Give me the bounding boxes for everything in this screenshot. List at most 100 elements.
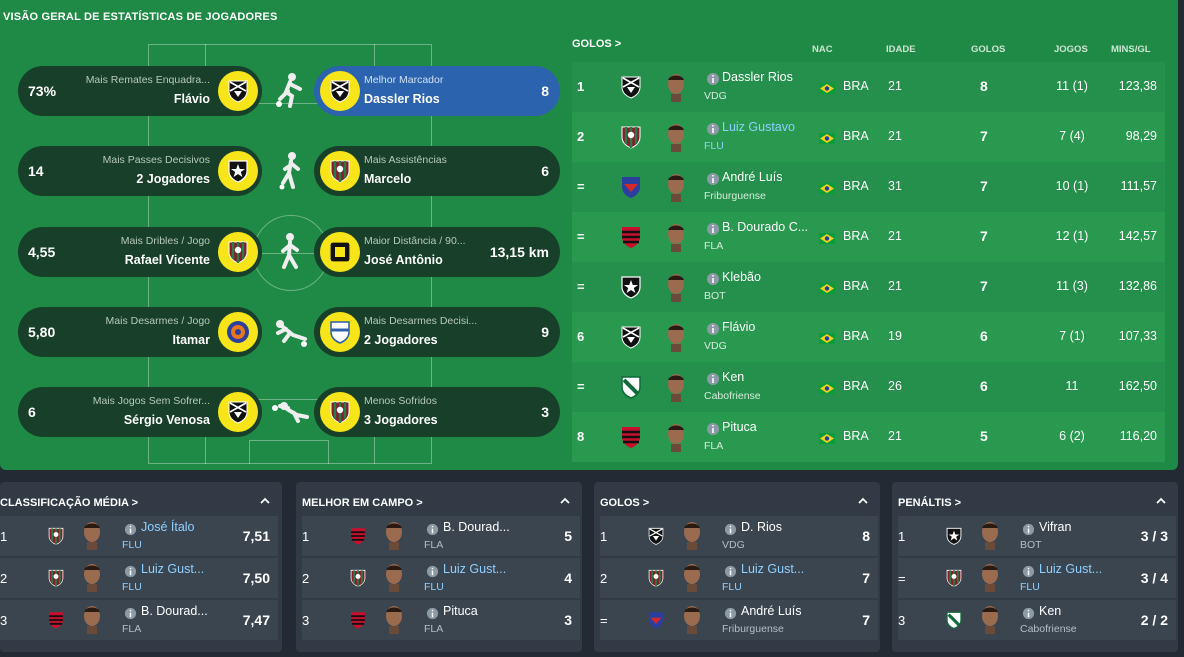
friburguense-crest[interactable] (618, 174, 644, 200)
player-club[interactable]: VDG (704, 340, 727, 352)
player-club[interactable]: FLU (722, 581, 742, 593)
col-header-golos[interactable]: GOLOS (971, 44, 1006, 55)
info-icon[interactable] (426, 607, 439, 620)
stat-player-name[interactable]: Itamar (172, 333, 210, 347)
info-icon[interactable] (124, 523, 137, 536)
player-name[interactable]: André Luís (722, 170, 783, 184)
nova-iguacu-crest[interactable] (320, 312, 360, 352)
player-name[interactable]: Flávio (722, 320, 756, 334)
table-row[interactable]: 1 Dassler Rios VDG BRA 21 8 11 (1) 123,38 (572, 62, 1165, 112)
fluminense-crest[interactable] (320, 151, 360, 191)
cabofriense-crest[interactable] (944, 610, 964, 630)
player-club[interactable]: BOT (704, 290, 726, 302)
fluminense-crest[interactable] (646, 568, 666, 588)
vasco-crest[interactable] (320, 71, 360, 111)
player-name[interactable]: D. Rios (741, 520, 782, 534)
player-club[interactable]: FLU (424, 581, 444, 593)
player-name[interactable]: Ken (1039, 604, 1062, 618)
player-name[interactable]: B. Dourad... (141, 604, 208, 618)
info-icon[interactable] (724, 565, 737, 578)
player-club[interactable]: Friburguense (704, 190, 766, 202)
player-name[interactable]: José Ítalo (141, 520, 195, 534)
vasco-crest[interactable] (218, 71, 258, 111)
table-row[interactable]: = André Luís Friburguense BRA 31 7 10 (1) 111,5… (572, 162, 1165, 212)
list-item[interactable]: 1 B. Dourad... FLA 5 (302, 516, 580, 556)
flamengo-crest[interactable] (348, 526, 368, 546)
friburguense-crest[interactable] (646, 610, 666, 630)
stat-player-name[interactable]: Sérgio Venosa (123, 413, 210, 427)
player-club[interactable]: Cabofriense (1020, 623, 1077, 635)
player-name[interactable]: Dassler Rios (722, 70, 793, 84)
chevron-up-icon[interactable] (258, 494, 272, 508)
list-item[interactable]: = Luiz Gust... FLU 3 / 4 (898, 558, 1176, 598)
table-row[interactable]: = B. Dourado C... FLA BRA 21 7 12 (1) 142,57 (572, 212, 1165, 262)
player-name[interactable]: Pituca (722, 420, 757, 434)
player-club[interactable]: FLA (424, 539, 444, 551)
chevron-up-icon[interactable] (558, 494, 572, 508)
list-item[interactable]: 3 Ken Cabofriense 2 / 2 (898, 600, 1176, 640)
vasco-crest[interactable] (618, 324, 644, 350)
vasco-crest[interactable] (218, 392, 258, 432)
player-club[interactable]: BOT (1020, 539, 1042, 551)
list-item[interactable]: 3 B. Dourad... FLA 7,47 (0, 600, 278, 640)
info-icon[interactable] (1022, 523, 1035, 536)
info-icon[interactable] (706, 272, 720, 286)
table-row[interactable]: = Ken Cabofriense BRA 26 6 11 162,50 (572, 362, 1165, 412)
player-name[interactable]: André Luís (741, 604, 802, 618)
table-row[interactable]: 8 Pituca FLA BRA 21 5 6 (2) 116,20 (572, 412, 1165, 462)
stat-pill-left[interactable]: 5,80 Mais Desarmes / Jogo Itamar (18, 307, 262, 357)
info-icon[interactable] (1022, 565, 1035, 578)
player-name[interactable]: Luiz Gust... (141, 562, 205, 576)
list-item[interactable]: 2 Luiz Gust... FLU 7 (600, 558, 878, 598)
fluminense-crest[interactable] (46, 526, 66, 546)
list-item[interactable]: 1 D. Rios VDG 8 (600, 516, 878, 556)
stat-pill-right[interactable]: 6 Mais Assistências Marcelo (314, 146, 560, 196)
stat-player-name[interactable]: Rafael Vicente (124, 253, 210, 267)
golos-table-title[interactable]: GOLOS > (572, 38, 622, 50)
botafogo-crest[interactable] (944, 526, 964, 546)
player-club[interactable]: FLA (122, 623, 142, 635)
info-icon[interactable] (706, 222, 720, 236)
cabofriense-crest[interactable] (618, 374, 644, 400)
player-name[interactable]: B. Dourado C... (722, 220, 809, 234)
player-name[interactable]: Vifran (1039, 520, 1072, 534)
madureira-crest[interactable] (218, 312, 258, 352)
stat-pill-right[interactable]: 3 Menos Sofridos 3 Jogadores (314, 387, 560, 437)
stat-pill-left[interactable]: 6 Mais Jogos Sem Sofrer... Sérgio Venosa (18, 387, 262, 437)
stat-pill-right[interactable]: 13,15 km Maior Distância / 90... José Antô… (314, 227, 560, 277)
card-title[interactable]: GOLOS > (600, 497, 650, 509)
player-name[interactable]: B. Dourad... (443, 520, 510, 534)
player-club[interactable]: FLA (704, 440, 724, 452)
player-name[interactable]: Luiz Gust... (443, 562, 507, 576)
botafogo-crest[interactable] (218, 151, 258, 191)
flamengo-crest[interactable] (618, 224, 644, 250)
card-title[interactable]: MELHOR EM CAMPO > (302, 497, 423, 509)
player-name[interactable]: Luiz Gust... (741, 562, 805, 576)
info-icon[interactable] (706, 72, 720, 86)
card-title[interactable]: PENÁLTIS > (898, 497, 962, 509)
info-icon[interactable] (724, 607, 737, 620)
stat-player-name[interactable]: Flávio (173, 92, 210, 106)
fluminense-crest[interactable] (618, 124, 644, 150)
player-club[interactable]: VDG (704, 90, 727, 102)
col-header-mins[interactable]: MINS/GL (1111, 44, 1151, 55)
player-club[interactable]: Friburguense (722, 623, 784, 635)
stat-player-name[interactable]: 3 Jogadores (364, 413, 438, 427)
chevron-up-icon[interactable] (1154, 494, 1168, 508)
card-title[interactable]: CLASSIFICAÇÃO MÉDIA > (0, 497, 139, 509)
stat-player-name[interactable]: 2 Jogadores (136, 172, 210, 186)
list-item[interactable]: = André Luís Friburguense 7 (600, 600, 878, 640)
stat-pill-left[interactable]: 4,55 Mais Dribles / Jogo Rafael Vicente (18, 227, 262, 277)
table-row[interactable]: 2 Luiz Gustavo FLU BRA 21 7 7 (4) 98,29 (572, 112, 1165, 162)
player-club[interactable]: Cabofriense (704, 390, 761, 402)
player-name[interactable]: Klebão (722, 270, 761, 284)
list-item[interactable]: 3 Pituca FLA 3 (302, 600, 580, 640)
table-row[interactable]: = Klebão BOT BRA 21 7 11 (3) 132,86 (572, 262, 1165, 312)
flamengo-crest[interactable] (348, 610, 368, 630)
player-name[interactable]: Luiz Gust... (1039, 562, 1103, 576)
botafogo-crest[interactable] (618, 274, 644, 300)
player-name[interactable]: Ken (722, 370, 745, 384)
info-icon[interactable] (706, 122, 720, 136)
stat-pill-left[interactable]: 73% Mais Remates Enquadra... Flávio (18, 66, 262, 116)
volta-redonda-crest[interactable] (320, 232, 360, 272)
